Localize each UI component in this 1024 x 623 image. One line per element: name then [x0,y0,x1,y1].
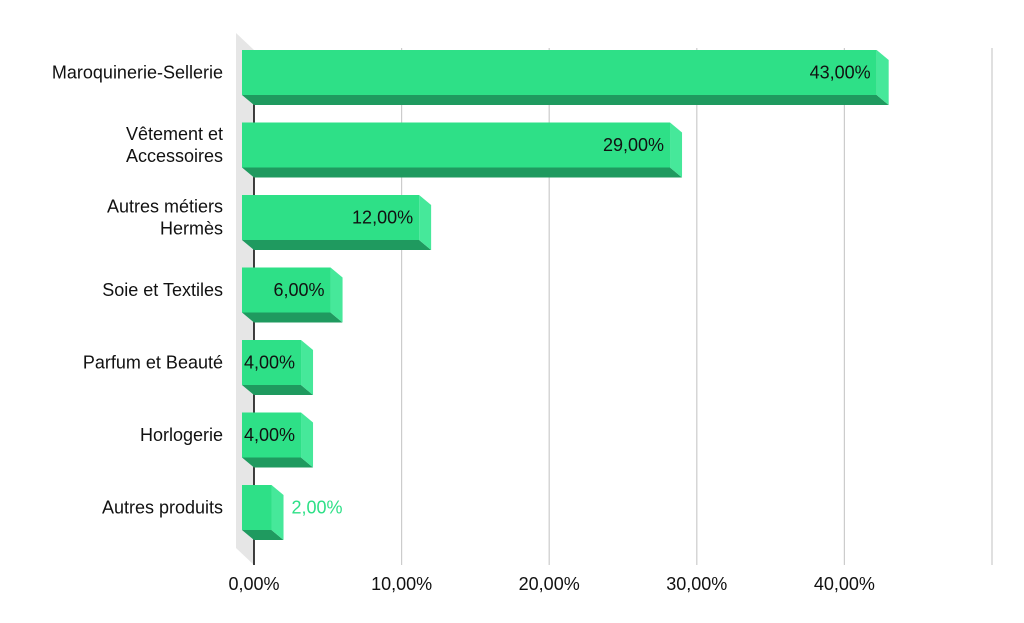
category-labels: Maroquinerie-Sellerie Vêtement et Accessoi… [52,63,223,518]
bar-bottom-face [242,530,284,540]
bar-bottom-face [242,312,343,323]
bar: 12,00% [242,195,432,250]
bar: 6,00% [242,267,343,323]
category-label: Autres métiers Hermès [107,197,223,239]
bar-bottom-face [242,457,314,468]
bar-side-face [301,412,314,468]
bar-side-face [876,50,889,105]
category-label: Autres produits [102,498,223,518]
bar-side-face [419,195,432,250]
bar-front-face [242,412,302,458]
bar-front-face [242,195,420,240]
bar-bottom-face [242,95,889,105]
category-label: Maroquinerie-Sellerie [52,63,223,83]
bar-front-face [242,122,671,168]
bars: 43,00% 29,00% 12,00% 6,00% 4,00% 4,00% 2,00% [242,50,889,540]
bar-side-face [271,485,284,540]
bar: 4,00% [242,412,314,468]
category-label: Parfum et Beauté [83,353,223,373]
category-label: Vêtement et Accessoires [126,124,223,166]
bar-front-face [242,267,331,313]
bar-front-face [242,340,302,385]
data-label: 29,00% [603,135,664,155]
bar-side-face [330,267,343,323]
x-tick-label: 30,00% [666,574,727,594]
bar-front-face [242,50,877,95]
bar: 2,00% [242,485,343,540]
data-label: 6,00% [274,280,325,300]
bar-side-face [301,340,314,395]
category-label: Soie et Textiles [102,280,223,300]
bar: 29,00% [242,122,683,178]
data-label: 4,00% [244,353,295,373]
bar-bottom-face [242,385,314,395]
data-label: 2,00% [292,498,343,518]
bar-front-face [242,485,272,530]
x-tick-label: 10,00% [371,574,432,594]
x-tick-labels: 0,00% 10,00% 20,00% 30,00% 40,00% [228,574,874,594]
bar: 4,00% [242,340,314,395]
x-tick-label: 20,00% [519,574,580,594]
data-label: 4,00% [244,425,295,445]
bar: 43,00% [242,50,889,105]
x-tick-label: 40,00% [814,574,875,594]
bar-side-face [670,122,683,178]
data-label: 43,00% [810,63,871,83]
x-tick-label: 0,00% [228,574,279,594]
bar-bottom-face [242,240,432,250]
gridlines [401,48,993,565]
data-label: 12,00% [352,208,413,228]
bar-bottom-face [242,167,683,178]
category-label: Horlogerie [140,425,223,445]
